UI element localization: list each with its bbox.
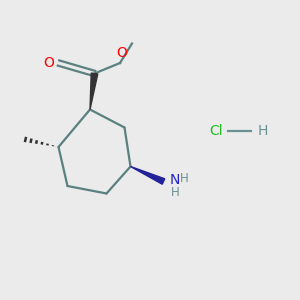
Text: H: H	[257, 124, 268, 137]
Text: H: H	[180, 172, 189, 185]
Polygon shape	[130, 167, 165, 184]
Text: H: H	[170, 185, 179, 199]
Text: N: N	[170, 173, 180, 187]
Polygon shape	[90, 73, 98, 110]
Text: O: O	[44, 56, 54, 70]
Text: Cl: Cl	[209, 124, 223, 137]
Text: O: O	[116, 46, 127, 60]
